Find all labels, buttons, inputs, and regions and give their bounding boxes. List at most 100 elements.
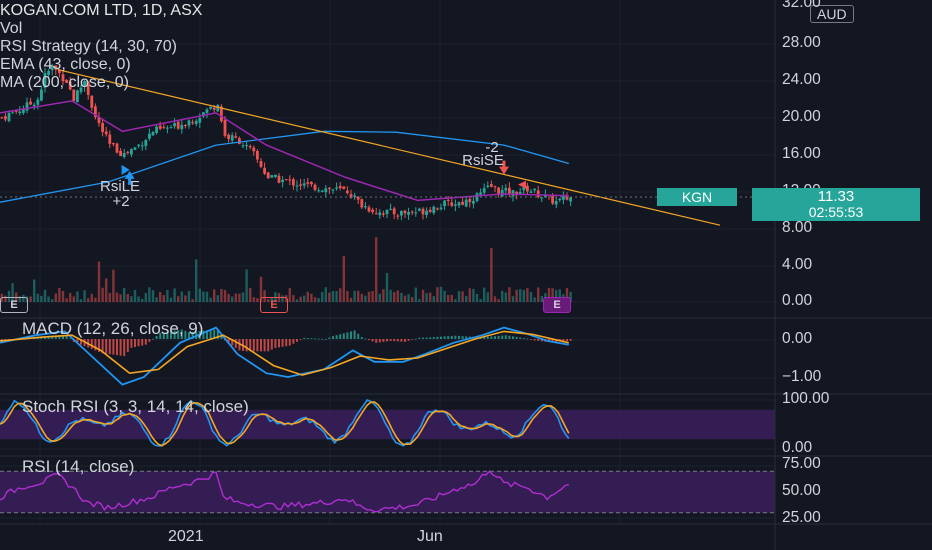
candle-body [418,208,421,211]
volume-bar [425,293,428,302]
volume-bar [72,296,75,302]
macd-histogram-bar [231,339,234,346]
volume-bar [411,297,414,302]
macd-histogram-bar [360,337,363,339]
legend-ma[interactable]: MA (200, close, 0) [0,74,129,91]
candle-body [122,153,126,157]
volume-bar [483,287,486,302]
candle-body [230,135,234,141]
macd-histogram-bar [353,330,356,339]
candle-body [191,122,194,124]
y-tick-label: 32.00 [782,0,821,11]
volume-bar [295,299,299,302]
volume-bar [90,293,93,302]
macd-pane-label[interactable]: MACD (12, 26, close, 9) [22,319,204,338]
ticker-tag[interactable]: KGN [657,188,737,206]
rsi-line [0,470,569,513]
y-tick-label: 100.00 [782,390,830,407]
candle-body [94,106,97,118]
volume-bar [472,288,475,302]
rsi-band-fill [0,471,775,513]
volume-bar [195,259,198,302]
macd-histogram-bar [148,339,151,342]
y-tick-label: 25.00 [782,509,821,526]
candle-body [320,190,324,192]
currency-button[interactable]: AUD [810,5,854,23]
macd-histogram-bar [101,339,104,354]
candle-body [324,188,328,193]
candle-body [364,206,367,208]
candle-body [382,213,385,215]
macd-histogram-bar [429,337,432,339]
volume-bar [461,291,464,302]
volume-bar [519,289,522,302]
volume-bar [267,299,270,302]
volume-bar [187,290,191,302]
short-entry-arrow [499,160,509,175]
candle-body [212,107,216,110]
candle-body [497,187,500,195]
candle-body [234,136,238,138]
symbol-title[interactable]: KOGAN.COM LTD, 1D, ASX [0,2,203,19]
legend-ema[interactable]: EMA (43, close, 0) [0,56,131,73]
candle-body [360,199,364,208]
earnings-badge[interactable]: E [0,297,28,313]
candle-body [392,208,396,215]
macd-histogram-bar [533,339,536,341]
rsi-pane-label[interactable]: RSI (14, close) [22,457,135,476]
candle-body [558,198,562,201]
candle-body [54,65,58,70]
candle-body [25,102,29,111]
candle-body [439,207,443,210]
candle-body [238,138,241,145]
volume-bar [357,290,360,302]
y-tick-label: 4.00 [782,256,813,273]
candle-body [86,81,90,95]
macd-histogram-bar [209,329,212,339]
volume-bar [389,289,392,302]
candle-body [472,200,475,204]
trend-line[interactable] [57,69,721,226]
volume-bar [105,278,108,302]
candle-body [461,201,464,205]
macd-histogram-bar [335,335,338,339]
ema-43-line [0,100,569,202]
candle-body [7,113,11,122]
macd-histogram-bar [260,339,262,352]
volume-bar [288,288,291,302]
legend-volume[interactable]: Vol [0,20,23,37]
volume-bar [443,290,446,302]
x-tick-label: 2021 [168,528,204,545]
earnings-badge[interactable]: E [260,297,288,313]
candle-body [551,195,554,204]
candle-body [83,81,86,87]
macd-histogram-bar [152,338,154,340]
macd-histogram-bar [90,339,93,349]
candle-body [187,120,191,126]
candle-body [68,81,72,90]
y-tick-label: 8.00 [782,219,813,236]
macd-histogram-bar [303,337,306,339]
macd-histogram-bar [508,335,511,339]
volume-bar [87,298,90,302]
candle-body [414,212,418,214]
volume-bar [511,296,515,302]
volume-bar [18,296,21,302]
macd-histogram-bar [540,339,543,342]
volume-bar [4,295,7,302]
volume-bar [7,290,11,302]
candle-body [504,188,508,191]
volume-bar [51,299,54,302]
macd-histogram-bar [407,339,410,341]
candle-body [371,209,374,213]
earnings-badge[interactable]: E [543,297,571,313]
macd-histogram-bar [51,335,54,339]
legend-rsi-strategy[interactable]: RSI Strategy (14, 30, 70) [0,38,177,55]
volume-bar [151,290,155,302]
stoch-pane-label[interactable]: Stoch RSI (3, 3, 14, 14, close) [22,397,249,416]
candle-body [169,127,173,129]
volume-bar [133,289,137,302]
candle-body [356,196,360,200]
short-signal-label: RsiSE [462,152,504,169]
